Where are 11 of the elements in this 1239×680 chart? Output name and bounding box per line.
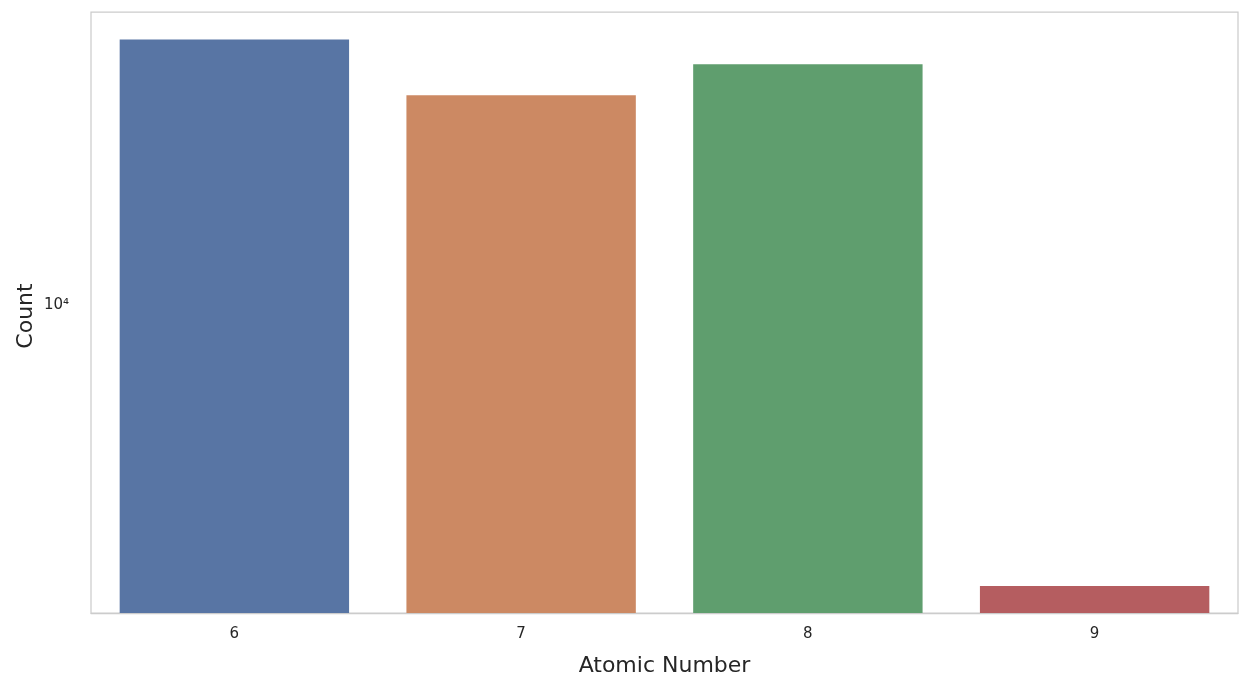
x-tick-label: 7 [516, 623, 526, 642]
y-axis-title: Count [11, 282, 37, 349]
x-tick-label: 6 [229, 623, 240, 642]
bar [979, 586, 1210, 613]
text: 10⁴ [44, 294, 70, 313]
x-tick-label: 8 [803, 623, 813, 642]
bar [693, 64, 923, 613]
bar [119, 39, 350, 613]
bar [406, 95, 636, 613]
x-tick-label: 9 [1089, 623, 1100, 642]
x-axis-title: Atomic Number [578, 651, 752, 677]
